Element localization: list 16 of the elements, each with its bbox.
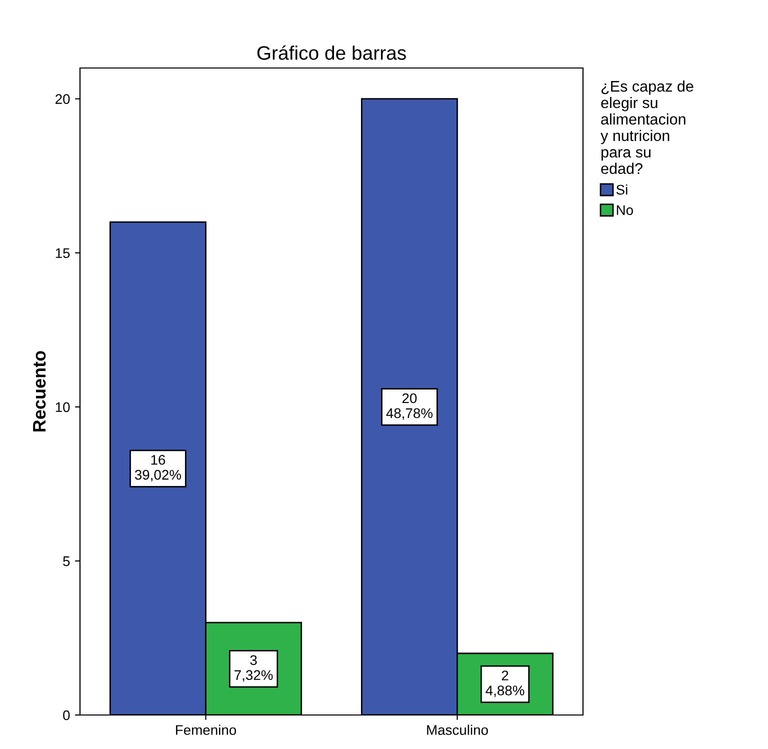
y-axis-title: Recuento — [33, 351, 46, 432]
x-tick-label: Masculino — [427, 724, 488, 735]
data-label: 20 48,78% — [386, 393, 433, 420]
legend-title: ¿Es capaz de elegir su alimentacion y nutricion para su edad? — [600, 80, 694, 174]
y-tick-label: 20 — [56, 94, 70, 104]
data-label: 16 39,02% — [134, 454, 182, 482]
y-tick-label: 0 — [63, 710, 70, 720]
y-tick-label: 10 — [56, 402, 70, 412]
y-tick-label: 15 — [56, 248, 70, 258]
chart-title: Gráfico de barras — [257, 45, 406, 60]
y-tick-label: 5 — [63, 556, 70, 566]
data-label: 2 4,88% — [486, 670, 524, 698]
x-tick-label: Femenino — [176, 724, 236, 735]
legend-label: No — [616, 205, 633, 216]
data-label: 3 7,32% — [234, 655, 273, 682]
legend-label: Si — [616, 184, 628, 195]
